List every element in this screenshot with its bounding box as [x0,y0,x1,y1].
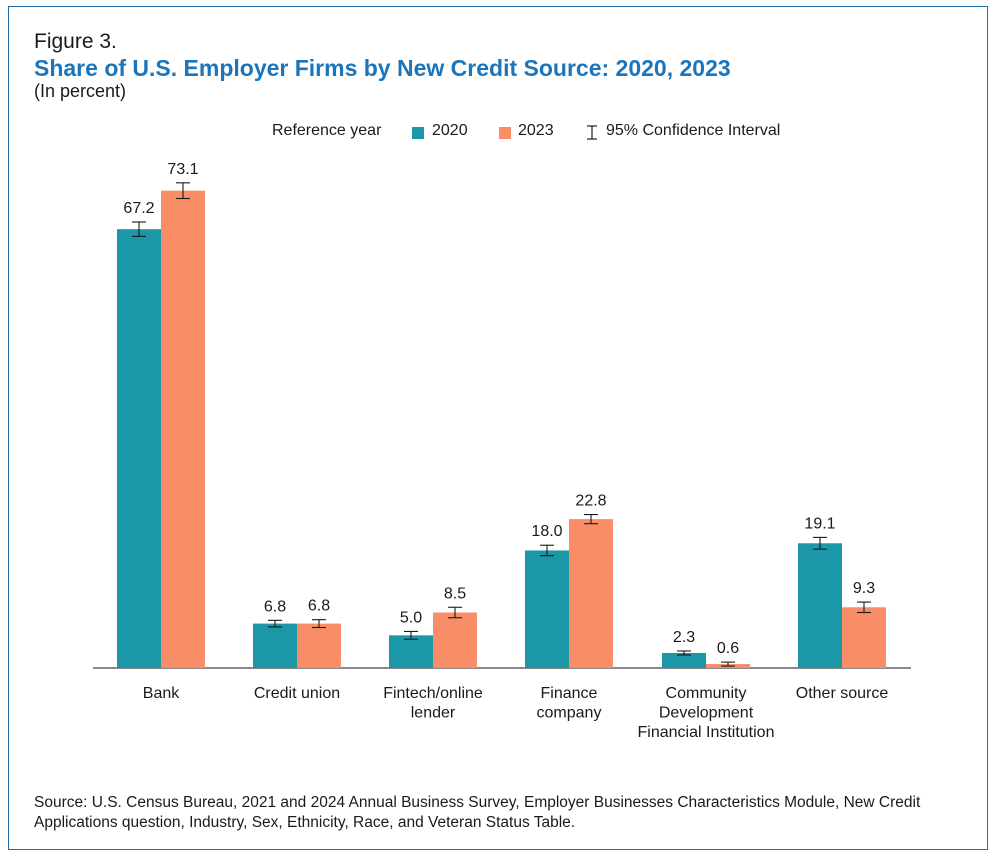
category-label-4-2: Financial Institution [638,724,775,741]
legend-label-ci: 95% Confidence Interval [606,122,781,139]
data-label-2023-3: 22.8 [575,493,606,510]
data-label-2023-4: 0.6 [717,640,739,657]
bar-2020-4 [662,652,706,668]
category-label-4-0: Community [666,685,747,702]
bar-2020-1 [253,623,297,668]
category-label-3-0: Finance [541,685,598,702]
category-label-5-0: Other source [796,685,889,702]
data-label-2020-1: 6.8 [264,598,286,615]
data-label-2023-5: 9.3 [853,580,875,597]
chart-subtitle: (In percent) [34,81,127,101]
bar-2023-1 [297,623,341,668]
bar-2023-3 [569,519,613,668]
category-label-4-1: Development [659,705,754,722]
data-label-2023-0: 73.1 [167,161,198,178]
category-label-1-0: Credit union [254,685,340,702]
data-label-2023-1: 6.8 [308,598,330,615]
source-note: Source: U.S. Census Bureau, 2021 and 202… [34,794,921,831]
chart-title: Share of U.S. Employer Firms by New Cred… [34,55,731,81]
figure-label: Figure 3. [34,30,117,53]
data-label-2020-5: 19.1 [804,515,835,532]
legend-label-2023: 2023 [518,122,554,139]
legend-swatch-2023 [499,127,511,139]
category-label-3-1: company [537,705,602,722]
legend-swatch-2020 [412,127,424,139]
bar-2023-5 [842,607,886,668]
data-label-2020-3: 18.0 [531,523,562,540]
bar-2020-3 [525,550,569,668]
data-label-2023-2: 8.5 [444,585,466,602]
bar-2020-0 [117,229,161,668]
bar-2023-2 [433,612,477,668]
legend-title: Reference year [272,122,382,139]
figure-frame [8,6,988,850]
category-label-2-1: lender [411,705,456,722]
bar-2023-0 [161,190,205,669]
category-label-0-0: Bank [143,685,180,702]
data-label-2020-2: 5.0 [400,609,422,626]
bar-2020-5 [798,543,842,668]
bar-2020-2 [389,635,433,668]
category-label-2-0: Fintech/online [383,685,483,702]
legend-label-2020: 2020 [432,122,468,139]
confidence-interval-icon [587,125,597,140]
data-label-2020-4: 2.3 [673,629,695,646]
data-label-2020-0: 67.2 [123,200,154,217]
